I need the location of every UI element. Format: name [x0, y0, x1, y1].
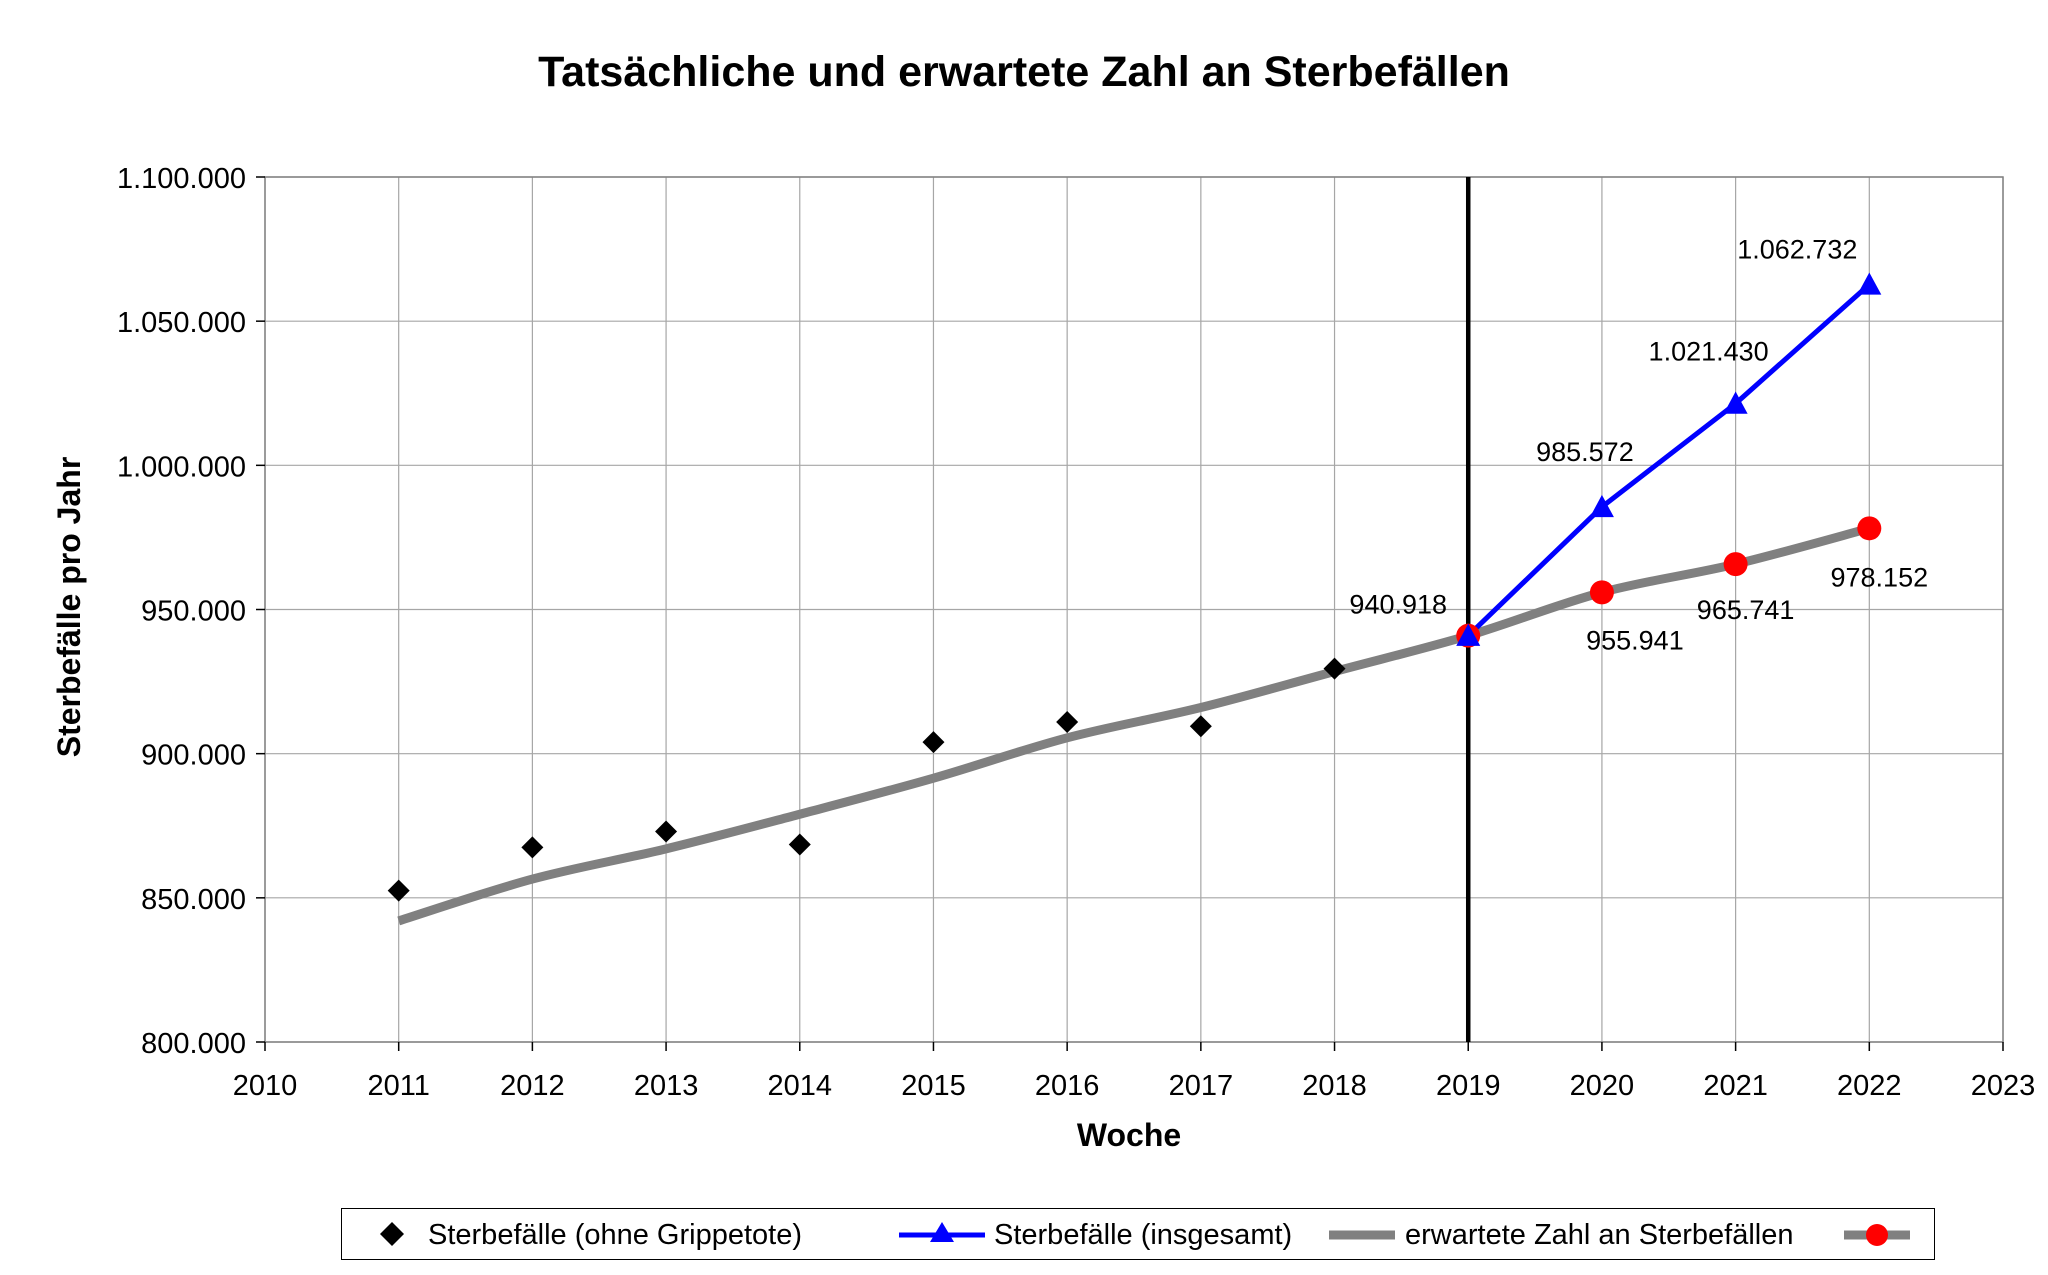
expected-data-label: 940.918 [1349, 590, 1447, 620]
expected-data-label: 978.152 [1831, 562, 1929, 592]
diamond-point [521, 836, 544, 859]
y-tick-label: 900.000 [141, 740, 246, 772]
legend-item-red-dot [1842, 1209, 1932, 1259]
y-axis-label: Sterbefälle pro Jahr [51, 457, 87, 758]
y-tick-label: 1.000.000 [117, 451, 246, 483]
diamond-point [1323, 657, 1346, 680]
x-tick-label: 2015 [901, 1070, 966, 1102]
total-point [1723, 391, 1748, 414]
x-axis-label: Woche [1077, 1117, 1181, 1153]
expected-point [1723, 552, 1748, 577]
legend-item-diamond: Sterbefälle (ohne Grippetote) [372, 1209, 892, 1259]
red-dot-line-icon [1844, 1224, 1910, 1246]
legend: Sterbefälle (ohne Grippetote) Sterbefäll… [341, 1208, 1935, 1260]
total-point [1589, 494, 1614, 518]
x-tick-label: 2016 [1035, 1070, 1100, 1102]
x-tick-label: 2013 [634, 1070, 699, 1102]
diamond-point [655, 820, 678, 843]
diamond-point [1189, 715, 1212, 738]
total-point [1857, 272, 1882, 295]
y-tick-label: 800.000 [141, 1028, 246, 1060]
y-tick-label: 950.000 [141, 596, 246, 628]
total-data-label: 985.572 [1536, 437, 1634, 467]
total-data-label: 1.021.430 [1649, 337, 1769, 367]
legend-label-blue-line: Sterbefälle (insgesamt) [994, 1219, 1293, 1251]
x-tick-label: 2023 [1971, 1070, 2036, 1102]
expected-deaths-line [397, 523, 1871, 926]
x-tick-label: 2018 [1302, 1070, 1367, 1102]
total-deaths-line [1466, 282, 1871, 638]
x-tick-label: 2017 [1169, 1070, 1234, 1102]
diamond-point [387, 879, 410, 902]
diamond-point [1056, 710, 1079, 733]
x-tick-label: 2019 [1436, 1070, 1501, 1102]
x-tick-label: 2022 [1837, 1070, 1902, 1102]
x-tick-label: 2014 [768, 1070, 833, 1102]
x-tick-label: 2011 [368, 1070, 430, 1102]
x-tick-label: 2021 [1703, 1070, 1768, 1102]
expected-point [1589, 580, 1614, 605]
total-data-label: 1.062.732 [1737, 234, 1857, 264]
legend-item-grey-line: erwartete Zahl an Sterbefällen [1327, 1209, 1827, 1259]
blue-triangle-line-icon [899, 1222, 985, 1242]
expected-data-label: 965.741 [1697, 595, 1795, 625]
expected-point [1857, 516, 1882, 541]
x-tick-label: 2012 [500, 1070, 565, 1102]
total-point [1456, 623, 1481, 646]
y-tick-label: 1.100.000 [117, 163, 246, 195]
expected-data-label: 955.941 [1586, 625, 1684, 655]
diamond-marker-icon [380, 1222, 404, 1246]
x-tick-label: 2020 [1570, 1070, 1635, 1102]
legend-label-grey-line: erwartete Zahl an Sterbefällen [1405, 1219, 1794, 1251]
y-tick-label: 850.000 [141, 884, 246, 916]
legend-item-blue-line: Sterbefälle (insgesamt) [897, 1209, 1327, 1259]
legend-label-diamond: Sterbefälle (ohne Grippetote) [428, 1219, 802, 1251]
diamond-point [788, 833, 811, 856]
diamond-point [922, 731, 945, 754]
y-tick-label: 1.050.000 [117, 307, 246, 339]
grey-line-icon [1329, 1230, 1395, 1240]
x-tick-label: 2010 [233, 1070, 298, 1102]
chart-title: Tatsächliche und erwartete Zahl an Sterb… [538, 48, 1510, 96]
